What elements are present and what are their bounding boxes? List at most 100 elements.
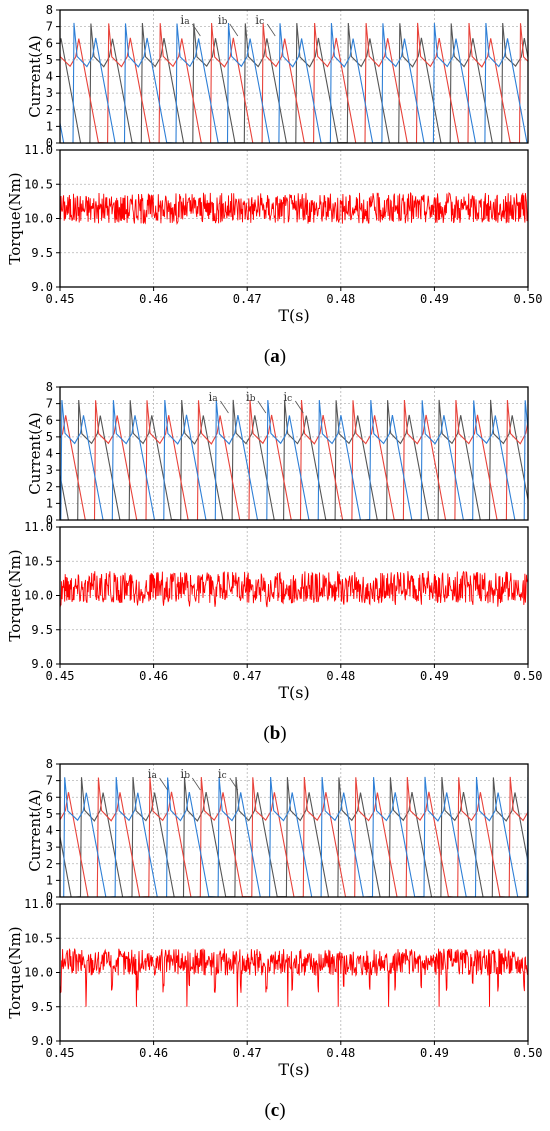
- ytick-label-current: 1: [46, 873, 53, 887]
- ytick-label-current: 2: [46, 103, 53, 117]
- ytick-label-current: 5: [46, 807, 53, 821]
- torque-series: [60, 191, 528, 225]
- xtick-label: 0.45: [46, 1046, 75, 1060]
- xtick-label: 0.48: [326, 292, 355, 306]
- label-leader: [192, 777, 201, 791]
- ytick-label-current: 2: [46, 480, 53, 494]
- ytick-label-torque: 10.0: [24, 589, 53, 603]
- current-series-a: [60, 22, 528, 143]
- current-series-a: [60, 399, 528, 520]
- ytick-label-torque: 9.5: [31, 623, 53, 637]
- xtick-label: 0.50: [514, 669, 543, 683]
- figure-c: ia ib ic 0 1 2 3 4 5 6 7 8 9.0 9.5 10.0 10.5 11.0 0.45 0.4…: [0, 754, 550, 1131]
- series-label: ic: [283, 390, 292, 404]
- ytick-label-current: 0: [46, 890, 53, 904]
- ylabel-current: Current(A): [26, 412, 44, 495]
- ytick-label-torque: 10.5: [24, 177, 53, 191]
- series-label: ia: [148, 767, 158, 781]
- series-label-sub: b: [222, 17, 228, 27]
- series-label-sub: a: [212, 394, 218, 404]
- xtick-label: 0.45: [46, 292, 75, 306]
- torque-series: [60, 570, 528, 608]
- xtick-label: 0.46: [139, 1046, 168, 1060]
- xlabel: T(s): [278, 306, 309, 325]
- xtick-label: 0.48: [326, 669, 355, 683]
- ytick-label-torque: 10.5: [24, 931, 53, 945]
- ytick-label-current: 1: [46, 119, 53, 133]
- caption-a: (a): [263, 346, 287, 367]
- series-label: ic: [255, 13, 264, 27]
- chart-a: ia ib ic 0 1 2 3 4 5 6 7 8 9.0 9.5 10.0 10.5 11.0 0.45 0.4…: [6, 3, 543, 325]
- series-label-sub: c: [287, 394, 292, 404]
- xtick-label: 0.47: [233, 669, 262, 683]
- ytick-label-torque: 11.0: [24, 897, 53, 911]
- ytick-label-current: 7: [46, 20, 53, 34]
- label-leader: [294, 400, 304, 414]
- series-label-sub: b: [184, 771, 190, 781]
- ytick-label-current: 3: [46, 86, 53, 100]
- ytick-label-current: 0: [46, 513, 53, 527]
- label-leader: [229, 777, 239, 791]
- xtick-label: 0.47: [233, 1046, 262, 1060]
- label-leader: [220, 400, 229, 414]
- xtick-label: 0.49: [420, 292, 449, 306]
- torque-series: [60, 948, 528, 1007]
- ytick-label-torque: 10.5: [24, 554, 53, 568]
- gridlines: [60, 10, 528, 287]
- current-series-c: [60, 399, 528, 520]
- xlabel: T(s): [278, 1060, 309, 1079]
- chart-c: ia ib ic 0 1 2 3 4 5 6 7 8 9.0 9.5 10.0 10.5 11.0 0.45 0.4…: [6, 757, 543, 1079]
- series-label-sub: c: [259, 17, 264, 27]
- xtick-label: 0.46: [139, 292, 168, 306]
- label-leader: [159, 777, 168, 791]
- ytick-label-current: 3: [46, 840, 53, 854]
- series-label-sub: a: [151, 771, 157, 781]
- xtick-label: 0.47: [233, 292, 262, 306]
- ytick-label-current: 8: [46, 380, 53, 394]
- ytick-label-torque: 9.5: [31, 1000, 53, 1014]
- ytick-label-torque: 9.0: [31, 1034, 53, 1048]
- ytick-label-torque: 10.0: [24, 966, 53, 980]
- xtick-label: 0.50: [514, 292, 543, 306]
- ytick-label-torque: 11.0: [24, 143, 53, 157]
- ytick-label-current: 8: [46, 3, 53, 17]
- series-label: ia: [180, 13, 190, 27]
- ytick-label-current: 6: [46, 790, 53, 804]
- ylabel-torque: Torque(Nm): [6, 172, 24, 264]
- ytick-label-torque: 10.0: [24, 212, 53, 226]
- current-series-b: [60, 22, 528, 143]
- figure-a: ia ib ic 0 1 2 3 4 5 6 7 8 9.0 9.5 10.0 10.5 11.0 0.45 0.4…: [0, 0, 550, 377]
- current-series-b: [60, 399, 528, 520]
- label-leader: [257, 400, 267, 414]
- ytick-label-torque: 9.0: [31, 280, 53, 294]
- label-leader: [266, 23, 276, 37]
- ylabel-current: Current(A): [26, 35, 44, 118]
- ytick-label-current: 0: [46, 136, 53, 150]
- ylabel-torque: Torque(Nm): [6, 926, 24, 1018]
- xtick-label: 0.49: [420, 1046, 449, 1060]
- ytick-label-current: 3: [46, 463, 53, 477]
- xtick-label: 0.50: [514, 1046, 543, 1060]
- current-series-b: [60, 776, 528, 897]
- xtick-label: 0.46: [139, 669, 168, 683]
- ytick-label-current: 1: [46, 496, 53, 510]
- ytick-label-current: 5: [46, 53, 53, 67]
- ytick-label-current: 4: [46, 824, 53, 838]
- ylabel-current: Current(A): [26, 789, 44, 872]
- chart-b: ia ib ic 0 1 2 3 4 5 6 7 8 9.0 9.5 10.0 10.5 11.0 0.45 0.4…: [6, 380, 543, 702]
- ytick-label-current: 7: [46, 774, 53, 788]
- series-label-sub: b: [250, 394, 256, 404]
- ytick-label-torque: 9.5: [31, 246, 53, 260]
- ytick-label-current: 2: [46, 857, 53, 871]
- ytick-label-current: 7: [46, 397, 53, 411]
- series-label-sub: a: [184, 17, 190, 27]
- series-label: ia: [208, 390, 218, 404]
- series-label: ib: [246, 390, 256, 404]
- current-series-a: [60, 776, 528, 897]
- label-leader: [229, 23, 239, 37]
- ytick-label-current: 8: [46, 757, 53, 771]
- ytick-label-current: 5: [46, 430, 53, 444]
- figure-b: ia ib ic 0 1 2 3 4 5 6 7 8 9.0 9.5 10.0 10.5 11.0 0.45 0.4…: [0, 377, 550, 754]
- current-series-c: [60, 22, 528, 143]
- ytick-label-torque: 9.0: [31, 657, 53, 671]
